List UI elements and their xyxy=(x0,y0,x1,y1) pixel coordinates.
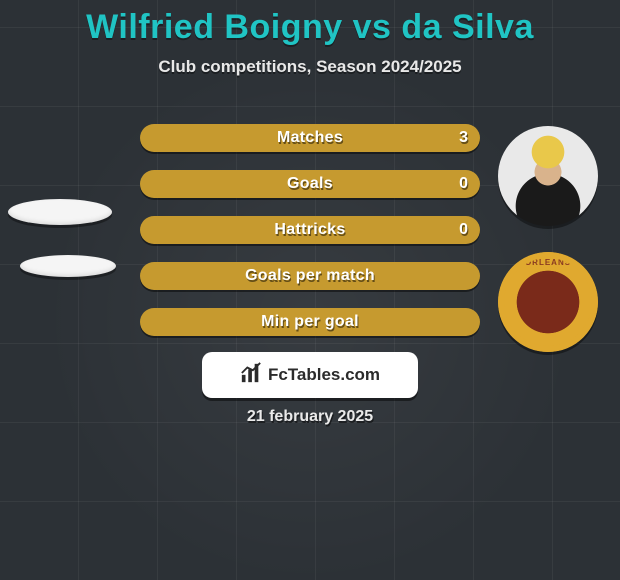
source-text: FcTables.com xyxy=(268,365,380,385)
right-player-avatar xyxy=(498,126,598,226)
subtitle: Club competitions, Season 2024/2025 xyxy=(0,57,620,77)
bars-icon xyxy=(240,362,262,389)
stat-label: Matches xyxy=(277,129,343,147)
left-player-club-placeholder xyxy=(20,255,116,277)
source-badge[interactable]: FcTables.com xyxy=(202,352,418,398)
club-ring-text: ORLEANS xyxy=(498,252,598,352)
stat-row-min-per-goal: Min per goal xyxy=(140,308,480,336)
stat-rows: Matches 3 Goals 0 Hattricks 0 Goals per … xyxy=(140,124,480,354)
right-player-club-badge: ORLEANS xyxy=(498,252,598,352)
left-player-avatar-placeholder xyxy=(8,199,112,225)
stat-row-matches: Matches 3 xyxy=(140,124,480,152)
stat-right-value: 0 xyxy=(459,175,468,193)
stat-label: Goals per match xyxy=(245,267,375,285)
stat-right-value: 0 xyxy=(459,221,468,239)
stat-label: Min per goal xyxy=(261,313,359,331)
date-text: 21 february 2025 xyxy=(0,408,620,426)
stat-right-value: 3 xyxy=(459,129,468,147)
page-title: Wilfried Boigny vs da Silva xyxy=(0,0,620,47)
comparison-card: Wilfried Boigny vs da Silva Club competi… xyxy=(0,0,620,580)
stat-row-goals: Goals 0 xyxy=(140,170,480,198)
stat-row-hattricks: Hattricks 0 xyxy=(140,216,480,244)
stat-label: Hattricks xyxy=(274,221,345,239)
stat-row-goals-per-match: Goals per match xyxy=(140,262,480,290)
stat-label: Goals xyxy=(287,175,333,193)
